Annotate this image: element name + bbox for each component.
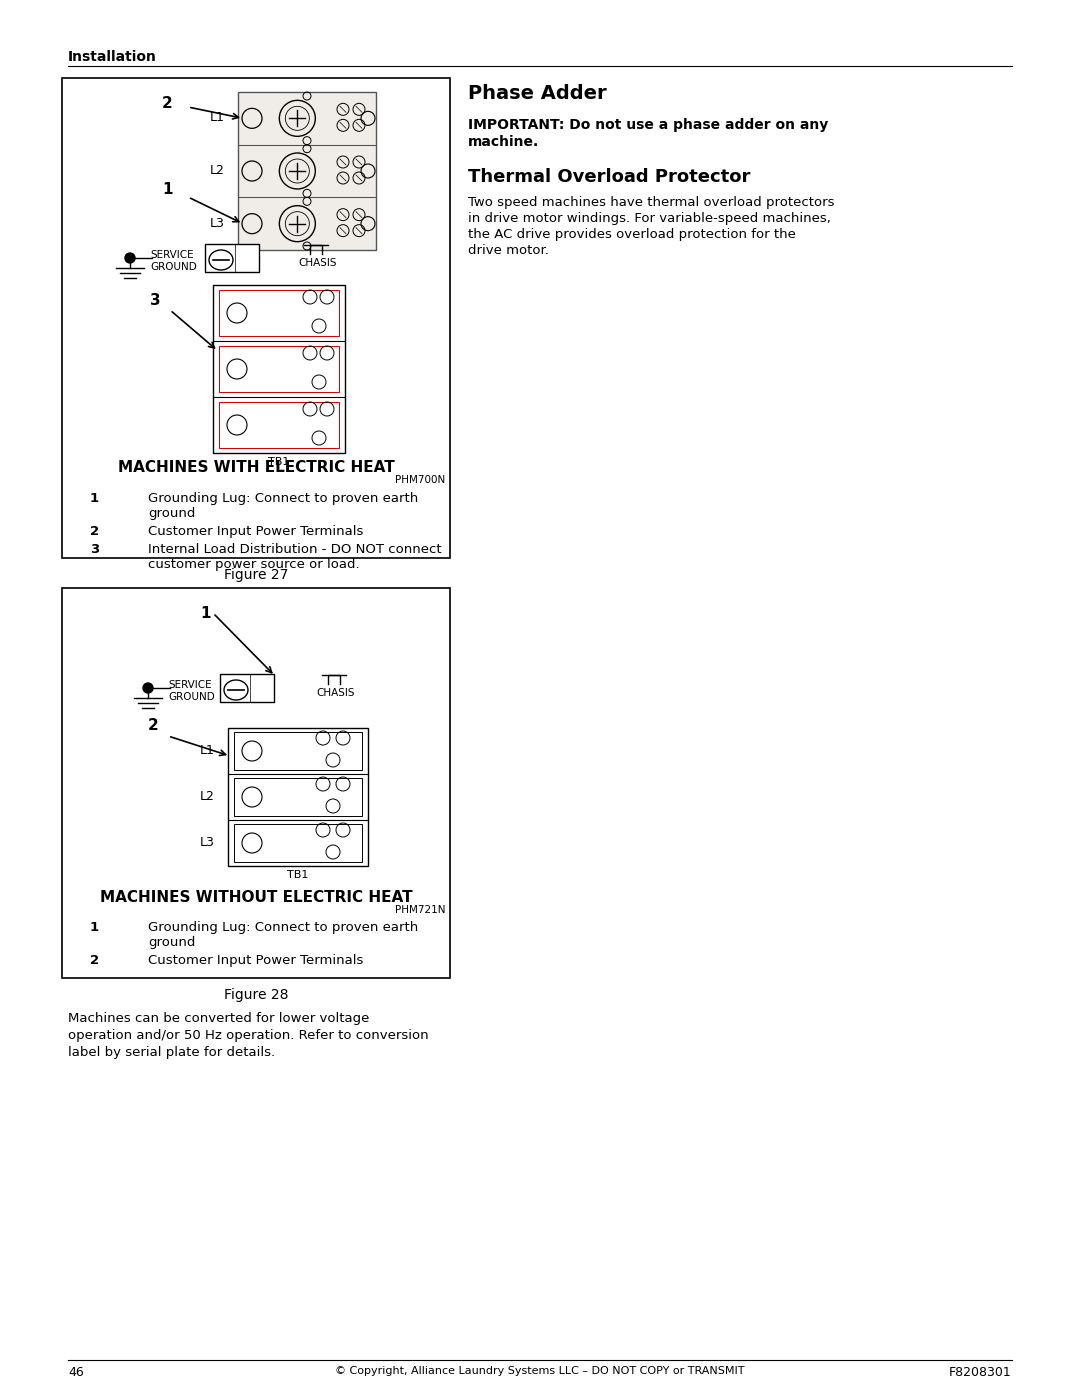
Text: customer power source or load.: customer power source or load. bbox=[148, 557, 360, 571]
Text: L1: L1 bbox=[200, 745, 215, 757]
Text: 1: 1 bbox=[90, 492, 99, 504]
Text: Figure 28: Figure 28 bbox=[224, 988, 288, 1002]
Text: label by serial plate for details.: label by serial plate for details. bbox=[68, 1046, 275, 1059]
Bar bbox=[213, 285, 345, 453]
Text: Phase Adder: Phase Adder bbox=[468, 84, 607, 103]
Bar bbox=[234, 778, 362, 816]
Text: Two speed machines have thermal overload protectors: Two speed machines have thermal overload… bbox=[468, 196, 835, 210]
Bar bbox=[219, 346, 339, 393]
Text: Grounding Lug: Connect to proven earth: Grounding Lug: Connect to proven earth bbox=[148, 492, 418, 504]
Text: 3: 3 bbox=[90, 543, 99, 556]
Text: MACHINES WITH ELECTRIC HEAT: MACHINES WITH ELECTRIC HEAT bbox=[118, 460, 394, 475]
Bar bbox=[219, 291, 339, 337]
Text: Internal Load Distribution - DO NOT connect: Internal Load Distribution - DO NOT conn… bbox=[148, 543, 442, 556]
Text: in drive motor windings. For variable-speed machines,: in drive motor windings. For variable-sp… bbox=[468, 212, 831, 225]
Text: IMPORTANT: Do not use a phase adder on any: IMPORTANT: Do not use a phase adder on a… bbox=[468, 117, 828, 131]
Text: drive motor.: drive motor. bbox=[468, 244, 549, 257]
Text: MACHINES WITHOUT ELECTRIC HEAT: MACHINES WITHOUT ELECTRIC HEAT bbox=[99, 890, 413, 905]
Bar bbox=[220, 673, 274, 703]
Text: 2: 2 bbox=[148, 718, 159, 733]
Text: L1: L1 bbox=[210, 112, 225, 124]
Bar bbox=[205, 244, 259, 272]
Text: CHASIS: CHASIS bbox=[298, 258, 337, 268]
Bar bbox=[62, 588, 450, 978]
Text: Customer Input Power Terminals: Customer Input Power Terminals bbox=[148, 525, 363, 538]
Text: TB1: TB1 bbox=[287, 870, 309, 880]
Text: 46: 46 bbox=[68, 1366, 84, 1379]
Text: machine.: machine. bbox=[468, 136, 539, 149]
Circle shape bbox=[125, 253, 135, 263]
Text: L3: L3 bbox=[210, 217, 225, 229]
Text: Thermal Overload Protector: Thermal Overload Protector bbox=[468, 168, 751, 186]
Circle shape bbox=[143, 683, 153, 693]
Text: 1: 1 bbox=[90, 921, 99, 935]
Bar bbox=[238, 92, 376, 250]
Text: 1: 1 bbox=[200, 606, 211, 622]
Text: the AC drive provides overload protection for the: the AC drive provides overload protectio… bbox=[468, 228, 796, 242]
Text: 2: 2 bbox=[162, 96, 173, 110]
Text: PHM700N: PHM700N bbox=[395, 475, 445, 485]
Text: 3: 3 bbox=[150, 293, 161, 307]
Text: Grounding Lug: Connect to proven earth: Grounding Lug: Connect to proven earth bbox=[148, 921, 418, 935]
Text: ground: ground bbox=[148, 936, 195, 949]
Text: L2: L2 bbox=[210, 163, 225, 177]
Text: 1: 1 bbox=[162, 182, 173, 197]
Text: Customer Input Power Terminals: Customer Input Power Terminals bbox=[148, 954, 363, 967]
Text: operation and/or 50 Hz operation. Refer to conversion: operation and/or 50 Hz operation. Refer … bbox=[68, 1030, 429, 1042]
Bar bbox=[234, 824, 362, 862]
Bar bbox=[219, 402, 339, 448]
Text: GROUND: GROUND bbox=[168, 692, 215, 703]
Text: Machines can be converted for lower voltage: Machines can be converted for lower volt… bbox=[68, 1011, 369, 1025]
Text: Figure 27: Figure 27 bbox=[224, 569, 288, 583]
Text: ground: ground bbox=[148, 507, 195, 520]
Text: L3: L3 bbox=[200, 835, 215, 849]
Text: L2: L2 bbox=[200, 789, 215, 803]
Bar bbox=[228, 728, 368, 866]
Text: SERVICE: SERVICE bbox=[150, 250, 193, 260]
Text: © Copyright, Alliance Laundry Systems LLC – DO NOT COPY or TRANSMIT: © Copyright, Alliance Laundry Systems LL… bbox=[335, 1366, 745, 1376]
Text: CHASIS: CHASIS bbox=[316, 687, 354, 698]
Text: 2: 2 bbox=[90, 954, 99, 967]
Text: F8208301: F8208301 bbox=[949, 1366, 1012, 1379]
Text: Installation: Installation bbox=[68, 50, 157, 64]
Text: TB1: TB1 bbox=[268, 457, 289, 467]
Bar bbox=[62, 78, 450, 557]
Text: 2: 2 bbox=[90, 525, 99, 538]
Text: SERVICE: SERVICE bbox=[168, 680, 212, 690]
Bar bbox=[234, 732, 362, 770]
Text: PHM721N: PHM721N bbox=[394, 905, 445, 915]
Text: GROUND: GROUND bbox=[150, 263, 197, 272]
